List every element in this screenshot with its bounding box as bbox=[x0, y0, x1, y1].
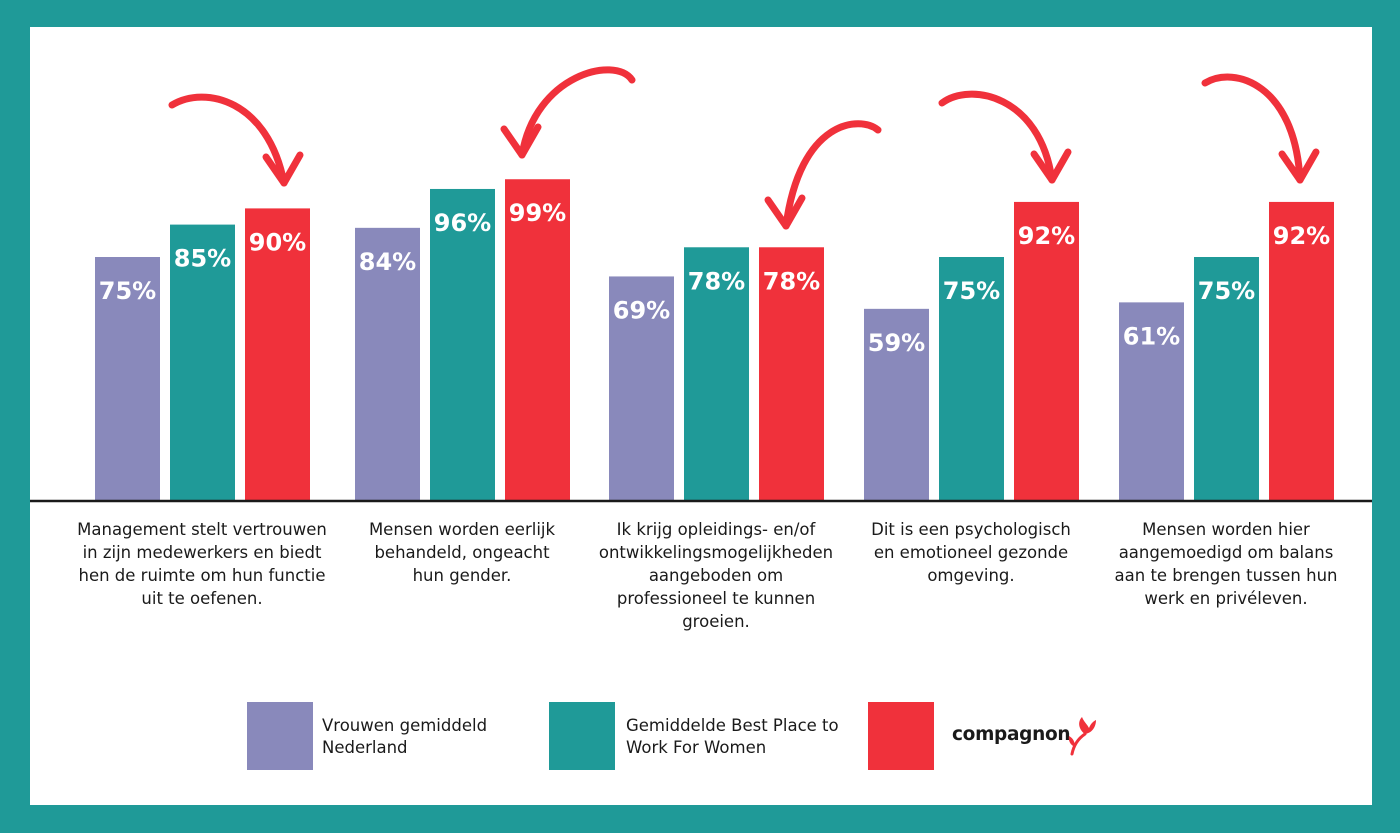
category-label-line: Dit is een psychologisch bbox=[871, 520, 1071, 539]
legend-label-best-place: Gemiddelde Best Place to Work For Women bbox=[626, 716, 839, 757]
category-label-line: hun gender. bbox=[412, 566, 512, 585]
data-label-s0-c4: 61% bbox=[1123, 322, 1180, 350]
category-label-line: Management stelt vertrouwen bbox=[77, 520, 327, 539]
annotation-arrow-1 bbox=[518, 66, 636, 159]
data-label-s2-c0: 90% bbox=[249, 228, 306, 256]
bar-s2-c1 bbox=[505, 179, 570, 501]
bar-s2-c0 bbox=[245, 208, 310, 500]
category-label-2: Ik krijg opleidings- en/of ontwikkelingsm… bbox=[581, 518, 851, 633]
category-label-line: hen de ruimte om hun functie bbox=[78, 566, 326, 585]
bar-s1-c3 bbox=[939, 257, 1004, 500]
data-label-s2-c3: 92% bbox=[1018, 222, 1075, 250]
bar-s1-c0 bbox=[170, 224, 235, 500]
data-label-s2-c4: 92% bbox=[1273, 222, 1330, 250]
data-label-s1-c4: 75% bbox=[1198, 277, 1255, 305]
bar-s2-c3 bbox=[1014, 201, 1079, 501]
annotation-arrowhead-2 bbox=[764, 194, 806, 230]
bar-s1-c2 bbox=[684, 247, 749, 500]
data-label-s0-c2: 69% bbox=[613, 296, 670, 324]
annotation-arrow-4 bbox=[1201, 73, 1304, 184]
data-label-s0-c3: 59% bbox=[868, 329, 925, 357]
legend-label-vrouwen: Vrouwen gemiddeld Nederland bbox=[322, 716, 488, 757]
annotation-arrow-2 bbox=[782, 120, 882, 230]
tulip-logo-icon bbox=[1068, 717, 1096, 756]
bar-s0-c4 bbox=[1119, 302, 1184, 500]
category-label-line: aangemoedigd om balans bbox=[1118, 543, 1334, 562]
data-label-s0-c0: 75% bbox=[99, 277, 156, 305]
bar-s0-c2 bbox=[609, 276, 674, 500]
data-label-s1-c0: 85% bbox=[174, 245, 231, 273]
category-label-4: Mensen worden hier aangemoedigd om balans… bbox=[1091, 518, 1361, 610]
category-label-line: in zijn medewerkers en biedt bbox=[82, 543, 322, 562]
legend-swatch-best-place bbox=[549, 702, 615, 770]
category-label-line: Mensen worden eerlijk bbox=[368, 520, 556, 539]
bar-s1-c4 bbox=[1194, 257, 1259, 500]
annotation-arrowhead-0 bbox=[262, 151, 304, 187]
category-label-line: groeien. bbox=[682, 612, 750, 631]
data-label-s2-c1: 99% bbox=[509, 199, 566, 227]
bar-s0-c3 bbox=[864, 308, 929, 500]
bar-s1-c1 bbox=[430, 188, 495, 500]
annotation-arrowhead-1 bbox=[500, 123, 542, 159]
category-label-0: Management stelt vertrouwen in zijn medew… bbox=[67, 518, 337, 610]
category-label-3: Dit is een psychologisch en emotioneel ge… bbox=[836, 518, 1106, 587]
bar-s2-c2 bbox=[759, 247, 824, 500]
annotation-arrowhead-4 bbox=[1278, 148, 1320, 184]
data-label-s1-c1: 96% bbox=[434, 209, 491, 237]
category-label-1: Mensen worden eerlijk behandeld, ongeacht… bbox=[327, 518, 597, 587]
category-label-line: behandeld, ongeacht bbox=[374, 543, 550, 562]
data-label-s0-c1: 84% bbox=[359, 248, 416, 276]
annotation-arrow-0 bbox=[168, 93, 288, 187]
bar-s2-c4 bbox=[1269, 201, 1334, 501]
category-label-line: professioneel te kunnen bbox=[616, 589, 816, 608]
data-label-s1-c3: 75% bbox=[943, 277, 1000, 305]
bar-s0-c1 bbox=[355, 227, 420, 500]
category-label-line: uit te oefenen. bbox=[141, 589, 263, 608]
bar-s0-c0 bbox=[95, 257, 160, 500]
category-label-line: ontwikkelingsmogelijkheden bbox=[598, 543, 834, 562]
category-label-line: Ik krijg opleidings- en/of bbox=[616, 520, 816, 539]
category-label-line: en emotioneel gezonde bbox=[873, 543, 1069, 562]
annotation-arrow-3 bbox=[938, 90, 1056, 184]
annotation-arrowhead-3 bbox=[1030, 148, 1072, 184]
category-label-line: Mensen worden hier bbox=[1142, 520, 1310, 539]
legend-swatch-vrouwen bbox=[247, 702, 313, 770]
legend-swatch-compagnon bbox=[868, 702, 934, 770]
data-label-s1-c2: 78% bbox=[688, 267, 745, 295]
category-label-line: werk en privéleven. bbox=[1144, 589, 1308, 608]
category-label-line: aan te brengen tussen hun bbox=[1114, 566, 1338, 585]
category-label-line: omgeving. bbox=[927, 566, 1015, 585]
category-label-line: aangeboden om bbox=[648, 566, 784, 585]
data-label-s2-c2: 78% bbox=[763, 267, 820, 295]
compagnon-logo-text: compagnon bbox=[952, 724, 1071, 745]
